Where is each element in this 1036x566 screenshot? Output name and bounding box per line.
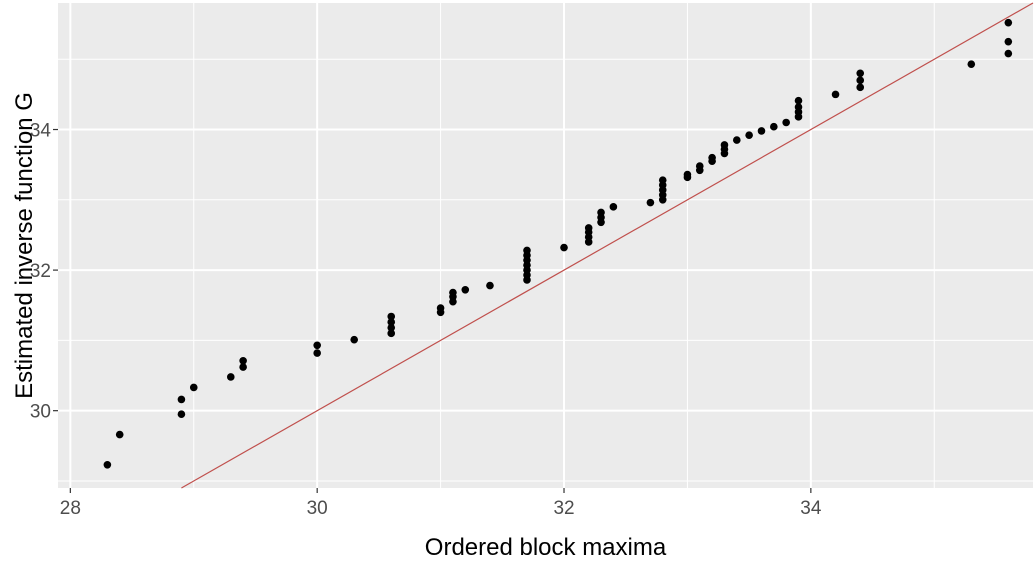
minor-gridlines [58,3,1033,488]
data-point [177,395,186,404]
data-point [560,243,568,252]
data-point [770,122,778,131]
data-point [794,96,803,105]
data-point [449,288,457,297]
data-point [313,349,321,357]
x-axis-ticks: 28 30 32 34 [60,488,822,519]
data-point [1004,49,1013,58]
x-tick-label: 28 [60,498,81,519]
data-point [239,363,247,371]
data-point [387,329,396,338]
data-point [239,356,247,365]
x-tick-label: 30 [307,498,328,519]
reference-line [181,2,1034,489]
data-point [1004,37,1013,46]
major-gridlines [58,3,1033,488]
y-tick-label: 34 [30,121,52,142]
data-point [461,285,470,294]
data-point [115,430,124,439]
data-point [177,410,186,418]
x-tick-label: 34 [800,498,822,519]
data-point [794,103,803,111]
data-point [732,136,741,144]
data-point [313,341,321,350]
data-points [103,18,1013,469]
data-point [1004,18,1013,27]
data-point [226,373,235,381]
data-point [658,176,667,184]
data-point [103,461,112,469]
y-tick-label: 30 [30,402,51,423]
data-point [189,383,198,392]
data-point [745,131,753,139]
data-point [387,318,396,326]
data-point [436,304,445,312]
data-point [856,76,865,85]
data-point [646,198,655,207]
data-point [695,162,704,170]
data-point [486,281,494,290]
data-point [856,83,865,92]
data-point [387,323,396,332]
data-point [967,60,976,68]
data-point [609,203,618,211]
y-tick-label: 32 [30,261,51,282]
x-axis-title: Ordered block maxima [425,534,667,561]
plot-panel [58,3,1033,488]
data-point [757,127,766,135]
data-point [584,224,593,232]
data-point [708,153,716,162]
data-point [831,90,840,99]
x-tick-label: 32 [553,498,574,519]
data-point [350,335,359,344]
y-axis-ticks: 30 32 34 [30,121,58,423]
data-point [856,69,865,78]
data-point [782,118,790,127]
data-point [387,312,396,321]
data-point [683,170,692,179]
y-axis-title: Estimated inverse function G [11,92,38,399]
data-point [597,208,605,217]
data-point [720,141,729,149]
data-point [523,246,531,255]
